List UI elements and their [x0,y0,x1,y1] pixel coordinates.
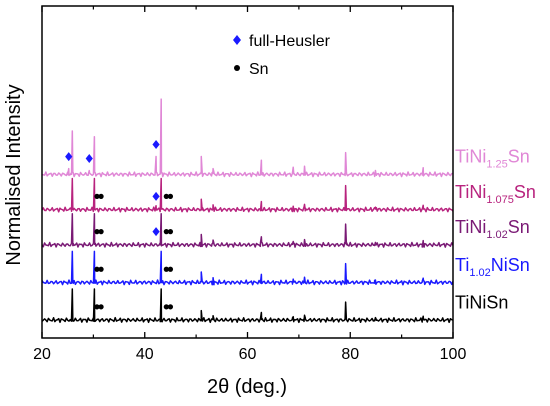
series-label-text: TiNiSn [455,292,508,312]
sn-marker [94,193,100,199]
series-label-subscript: 1.02 [486,229,507,241]
series-label-text: NiSn [491,255,530,275]
sn-marker [98,304,104,310]
series-label-text: TiNi [455,147,486,167]
full-heusler-marker [65,152,73,162]
series-label-text: Sn [508,147,530,167]
x-tick-label: 40 [136,346,154,363]
series-label-text: TiNi [455,217,486,237]
sn-marker [98,229,104,235]
sn-marker [163,229,169,235]
series-line-2 [42,213,453,248]
legend-label: full-Heusler [249,33,331,50]
series-label: TiNi1.075Sn [455,182,536,206]
sn-marker [163,193,169,199]
series-label-text: TiNi [455,182,486,202]
series-line-0 [42,288,453,324]
x-axis-title: 2θ (deg.) [207,376,287,398]
x-tick-label: 100 [440,346,467,363]
series-label-subscript: 1.25 [486,159,507,171]
full-heusler-marker [85,154,93,164]
sn-marker [94,229,100,235]
series-label-text: Sn [514,182,536,202]
full-heusler-marker [152,227,160,237]
x-tick-label: 20 [33,346,51,363]
series-label-text: Ti [455,255,469,275]
series-label: TiNiSn [455,292,508,312]
sn-marker [94,304,100,310]
sn-marker [167,266,174,272]
series-label: TiNi1.25Sn [455,147,530,171]
x-tick-label: 60 [239,346,257,363]
full-heusler-marker [152,139,160,149]
sn-marker [98,193,104,199]
x-tick-label: 80 [341,346,359,363]
sn-marker [167,229,174,235]
series-label-subscript: 1.02 [469,267,490,279]
series-line-1 [42,250,453,286]
sn-marker [94,266,100,272]
series-label: Ti1.02NiSn [455,255,530,279]
full-heusler-marker [152,191,160,201]
series-line-3 [42,177,453,213]
legend-label: Sn [249,61,269,78]
legend-dot-icon [234,65,240,71]
axes: 20 40 60 80 100 [33,5,467,363]
series-label-subscript: 1.075 [486,194,514,206]
sn-marker [163,266,169,272]
plot-frame [41,5,454,339]
sn-marker [167,193,174,199]
sn-marker [167,304,174,310]
series-line-4 [42,98,453,178]
sn-marker [98,266,104,272]
legend-diamond-icon [233,35,241,45]
y-axis-title: Normalised Intensity [3,84,25,265]
series-label-text: Sn [508,217,530,237]
sn-marker [163,304,169,310]
series-label: TiNi1.02Sn [455,217,530,241]
